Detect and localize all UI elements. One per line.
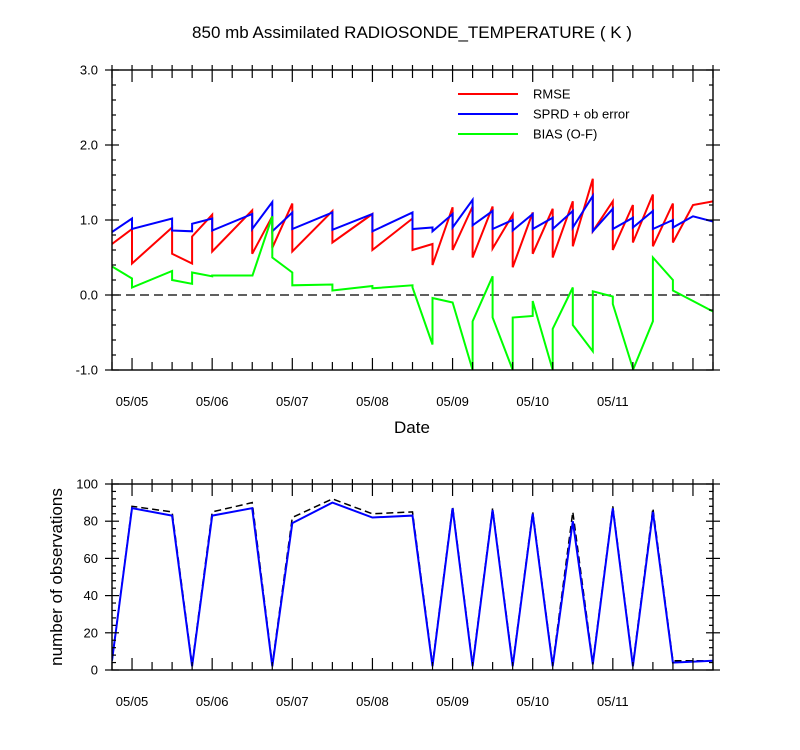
series-line-bias-o-f <box>112 215 713 370</box>
x-tick-label: 05/10 <box>516 694 549 709</box>
x-tick-label: 05/10 <box>516 394 549 409</box>
legend-entry: BIAS (O-F) <box>533 127 597 142</box>
y-axis-label-observations: number of observations <box>47 488 66 666</box>
bottom-panel: 0 20 40 60 80 100 05/05 05/06 05/07 05/08 05/09 05/… <box>76 477 720 709</box>
chart-title: 850 mb Assimilated RADIOSONDE_TEMPERATUR… <box>192 23 632 42</box>
y-tick-label: 3.0 <box>80 63 98 78</box>
y-tick-label: 60 <box>84 551 98 566</box>
x-axis-label: Date <box>394 418 430 437</box>
y-tick-label: 100 <box>76 477 98 492</box>
x-tick-label: 05/09 <box>436 394 469 409</box>
x-tick-label: 05/06 <box>196 694 229 709</box>
y-tick-label: 20 <box>84 625 98 640</box>
x-tick-label: 05/05 <box>116 394 149 409</box>
y-tick-label: 40 <box>84 588 98 603</box>
y-tick-label: 0.0 <box>80 288 98 303</box>
series-line-rmse <box>112 178 713 268</box>
y-tick-label: 0 <box>91 663 98 678</box>
y-tick-label: 80 <box>84 514 98 529</box>
x-tick-label: 05/06 <box>196 394 229 409</box>
legend-entry: RMSE <box>533 87 571 102</box>
series-line-assimilated-observations <box>112 501 713 667</box>
series-group <box>112 498 713 667</box>
legend-entry: SPRD + ob error <box>533 107 630 122</box>
x-tick-label: 05/07 <box>276 394 309 409</box>
series-group <box>112 178 713 370</box>
x-tick-label: 05/07 <box>276 694 309 709</box>
series-line-total-observations <box>112 498 713 665</box>
x-tick-label: 05/11 <box>597 394 629 409</box>
x-tick-label: 05/08 <box>356 694 389 709</box>
y-tick-label: 2.0 <box>80 138 98 153</box>
x-tick-label: 05/09 <box>436 694 469 709</box>
x-tick-label: 05/08 <box>356 394 389 409</box>
x-tick-label: 05/11 <box>597 694 629 709</box>
y-tick-label: -1.0 <box>76 363 98 378</box>
series-line-sprd-ob-error <box>112 192 713 234</box>
legend: RMSE SPRD + ob error BIAS (O-F) <box>458 87 630 142</box>
top-panel: -1.0 0.0 1.0 2.0 3.0 05/05 05/06 05/07 05/08 05/0… <box>76 63 720 409</box>
x-tick-label: 05/05 <box>116 694 149 709</box>
y-tick-label: 1.0 <box>80 213 98 228</box>
